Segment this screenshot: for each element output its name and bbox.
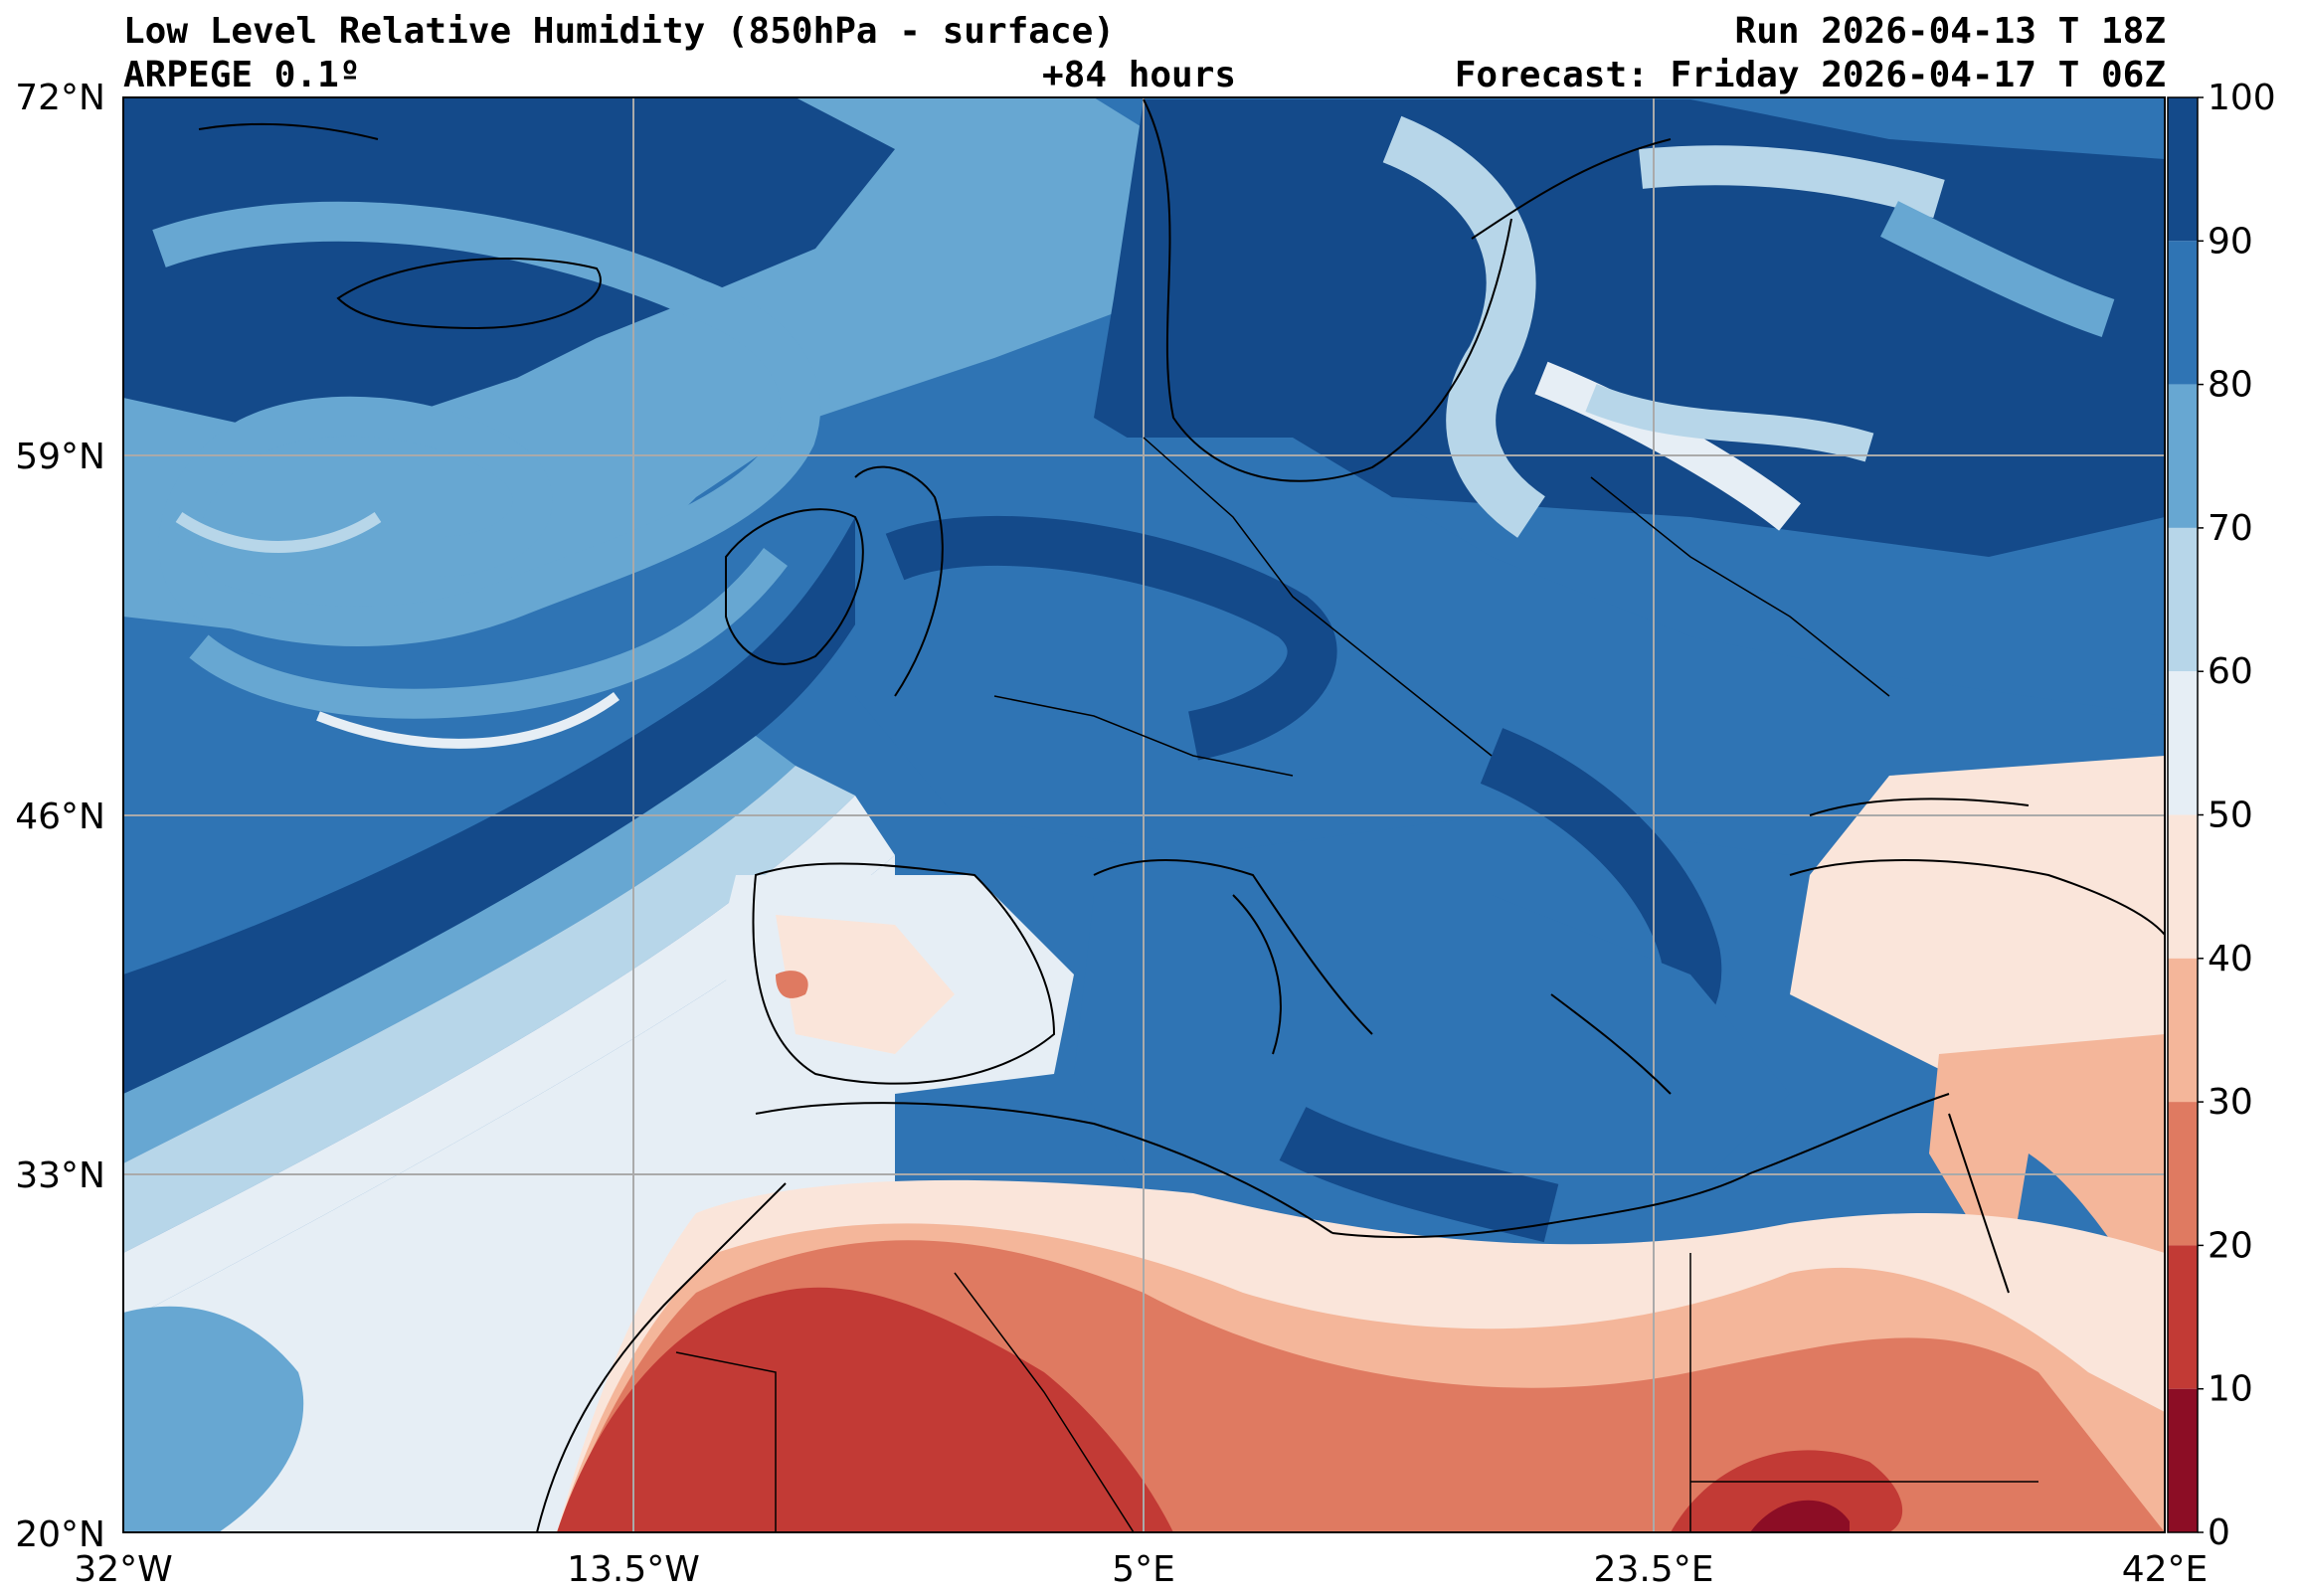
map-title: Low Level Relative Humidity (850hPa - su… [123, 11, 1115, 52]
lat-tick-label: 59°N [15, 437, 105, 477]
colorbar-band [2168, 97, 2198, 242]
colorbar-band [2168, 1388, 2198, 1532]
colorbar-band [2168, 241, 2198, 385]
forecast-time: Forecast: Friday 2026-04-17 T 06Z [1454, 55, 2166, 95]
lat-tick-label: 72°N [15, 78, 105, 118]
humidity-field [123, 97, 2165, 1532]
colorbar-band [2168, 384, 2198, 528]
colorbar-band [2168, 814, 2198, 959]
lon-axis: 32°W 13.5°W 5°E 23.5°E 42°E [74, 1549, 2208, 1590]
colorbar-tick-label: 10 [2208, 1369, 2253, 1410]
colorbar-tick-label: 40 [2208, 939, 2253, 979]
lon-tick-label: 5°E [1112, 1549, 1175, 1590]
colorbar-band [2168, 671, 2198, 815]
colorbar-band [2168, 958, 2198, 1103]
colorbar-band [2168, 1245, 2198, 1389]
colorbar-tick-label: 20 [2208, 1225, 2253, 1266]
colorbar-tick-label: 60 [2208, 651, 2253, 692]
lon-tick-label: 42°E [2122, 1549, 2209, 1590]
lat-tick-label: 20°N [15, 1514, 105, 1555]
run-time: Run 2026-04-13 T 18Z [1734, 11, 2166, 52]
graticule [123, 97, 2165, 1532]
model-name: ARPEGE 0.1º [123, 55, 361, 95]
lon-tick-label: 23.5°E [1594, 1549, 1714, 1590]
lon-tick-label: 32°W [74, 1549, 172, 1590]
colorbar-tick-label: 0 [2208, 1512, 2230, 1553]
colorbar-tick-label: 30 [2208, 1082, 2253, 1123]
lat-tick-label: 46°N [15, 797, 105, 837]
colorbar-tick-label: 80 [2208, 365, 2253, 406]
lon-tick-label: 13.5°W [567, 1549, 700, 1590]
map-frame [122, 96, 2166, 1533]
lat-axis: 72°N 59°N 46°N 33°N 20°N [15, 78, 105, 1555]
colorbar-tick-label: 50 [2208, 796, 2253, 836]
lead-time: +84 hours [1042, 55, 1237, 95]
colorbar-band [2168, 527, 2198, 672]
colorbar-tick-label: 70 [2208, 508, 2253, 549]
colorbar-tick-label: 90 [2208, 221, 2253, 262]
colorbar-tick-label: 100 [2208, 78, 2276, 118]
borders [675, 437, 2038, 1532]
colorbar-band [2168, 1102, 2198, 1246]
coastlines [198, 98, 2165, 1532]
lat-tick-label: 33°N [15, 1155, 105, 1196]
